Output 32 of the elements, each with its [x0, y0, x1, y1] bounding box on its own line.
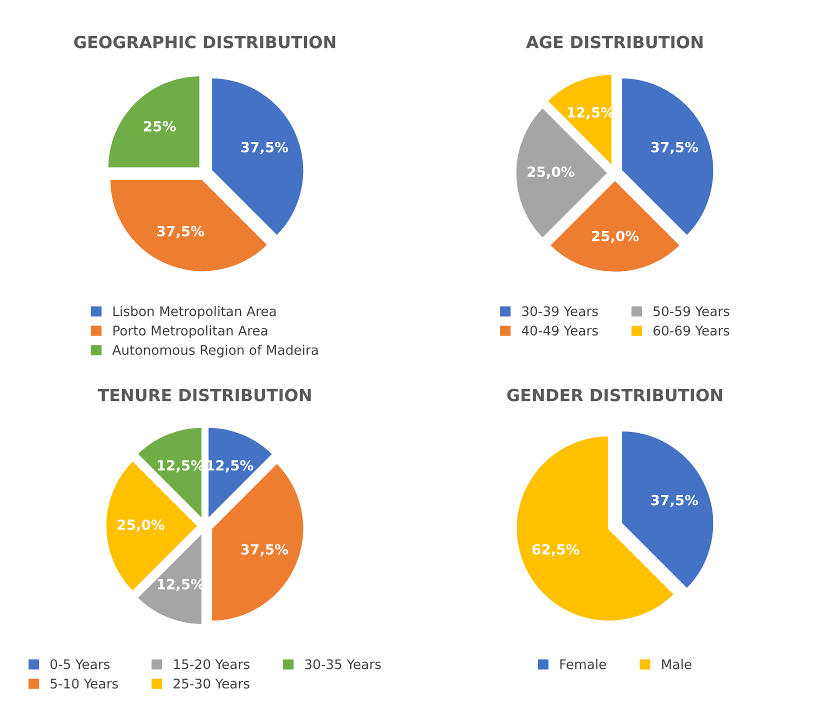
- data-label: 25%: [144, 121, 176, 132]
- data-label: 12,5%: [568, 107, 614, 120]
- chart-title: GENDER DISTRIBUTION: [507, 388, 722, 402]
- data-label: 37,5%: [651, 494, 698, 508]
- data-label: 25,0%: [118, 519, 164, 532]
- legend-label: Autonomous Region of Madeira: [112, 344, 318, 358]
- data-label: 37,5%: [651, 142, 698, 154]
- legend-label: 30-39 Years: [522, 306, 598, 316]
- data-label: 25,0%: [528, 166, 574, 179]
- chart-title: GEOGRAPHIC DISTRIBUTION: [74, 36, 336, 48]
- data-label: 12,5%: [158, 460, 204, 472]
- legend-label: 0-5 Years: [50, 659, 110, 670]
- legend-label: 25-30 Years: [174, 678, 250, 689]
- chart-title: TENURE DISTRIBUTION: [98, 388, 311, 402]
- data-label: 12,5%: [207, 460, 254, 472]
- data-label: 37,5%: [157, 226, 204, 238]
- legend-label: 5-10 Years: [50, 678, 118, 689]
- data-label: 25,0%: [592, 230, 639, 244]
- data-label: 37,5%: [241, 544, 288, 556]
- legend-label: Lisbon Metropolitan Area: [113, 306, 276, 319]
- chart-title: AGE DISTRIBUTION: [526, 36, 703, 48]
- legend-label: 40-49 Years: [522, 326, 598, 336]
- data-label: 62,5%: [532, 544, 580, 556]
- legend-label: 15-20 Years: [174, 659, 250, 670]
- data-label: 37,5%: [241, 142, 288, 154]
- data-label: 12,5%: [158, 578, 204, 592]
- legend-label: 60-69 Years: [654, 326, 730, 336]
- legend-label: Male: [662, 658, 692, 670]
- legend-label: Porto Metropolitan Area: [113, 325, 268, 338]
- legend-label: Female: [560, 658, 606, 670]
- legend-label: 50-59 Years: [654, 306, 730, 316]
- legend-label: 30-35 Years: [305, 659, 381, 670]
